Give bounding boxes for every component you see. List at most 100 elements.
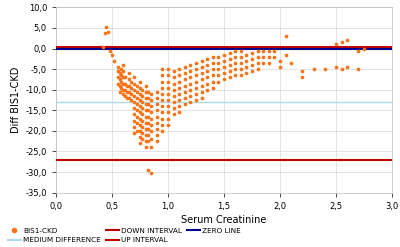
Point [277,65,283,69]
Point [198,59,205,63]
Point [182,65,188,69]
Point [232,49,238,53]
Point [154,90,160,94]
Point [159,98,166,102]
Point [145,139,151,143]
Point [134,90,140,94]
Point [159,80,166,83]
Point [198,65,205,69]
Point [134,102,140,106]
Point [204,57,210,61]
Point [137,123,143,127]
Point [120,88,126,92]
Point [148,171,154,175]
Point [187,69,194,73]
Point [165,104,171,108]
Point [118,67,124,71]
Point [170,112,177,116]
Point [134,108,140,112]
Point [142,133,149,137]
Point [128,98,134,102]
Point [145,121,151,125]
Point [355,67,362,71]
Point [176,67,182,71]
Point [170,88,177,92]
X-axis label: Serum Creatinine: Serum Creatinine [181,215,267,225]
Point [282,34,289,38]
Point [114,69,121,73]
Point [159,67,166,71]
Point [198,96,205,100]
Point [145,90,151,94]
Point [142,121,149,125]
Point [131,94,138,98]
Point [243,65,250,69]
Point [159,110,166,114]
Point [243,71,250,75]
Point [187,82,194,85]
Point [193,61,199,65]
Point [170,82,177,85]
Point [165,117,171,121]
Point [333,65,339,69]
Point [148,110,154,114]
Point [210,80,216,83]
Point [182,96,188,100]
Point [145,168,151,172]
Point [193,92,199,96]
Point [137,86,143,90]
Point [210,67,216,71]
Point [134,121,140,125]
Point [215,73,222,77]
Point [322,67,328,71]
Point [243,59,250,63]
Point [361,47,367,51]
Point [122,94,129,98]
Point [118,86,124,90]
Point [221,71,227,75]
Point [154,139,160,143]
Point [120,69,126,73]
Point [170,106,177,110]
Point [122,82,129,85]
Point [142,145,149,149]
Point [193,80,199,83]
Point [271,49,278,53]
Point [226,69,233,73]
Point [232,61,238,65]
Point [137,129,143,133]
Point [126,90,132,94]
Point [148,123,154,127]
Point [344,65,350,69]
Point [103,25,110,29]
Point [355,49,362,53]
Point [176,104,182,108]
Point [176,86,182,90]
Point [123,90,130,94]
Point [142,84,149,88]
Point [165,92,171,96]
Legend: BIS1-CKD, MEDIUM DIFFERENCE, DOWN INTERVAL, UP INTERVAL, ZERO LINE: BIS1-CKD, MEDIUM DIFFERENCE, DOWN INTERV… [8,228,240,243]
Point [111,59,118,63]
Point [176,92,182,96]
Point [249,57,255,61]
Point [142,127,149,131]
Point [226,63,233,67]
Point [145,133,151,137]
Point [210,55,216,59]
Point [139,88,146,92]
Point [221,59,227,63]
Point [226,51,233,55]
Point [170,75,177,79]
Point [254,67,261,71]
Point [139,125,146,129]
Point [198,90,205,94]
Point [299,69,306,73]
Point [148,92,154,96]
Point [187,100,194,104]
Point [137,80,143,83]
Point [232,67,238,71]
Point [182,71,188,75]
Point [123,96,130,100]
Point [159,129,166,133]
